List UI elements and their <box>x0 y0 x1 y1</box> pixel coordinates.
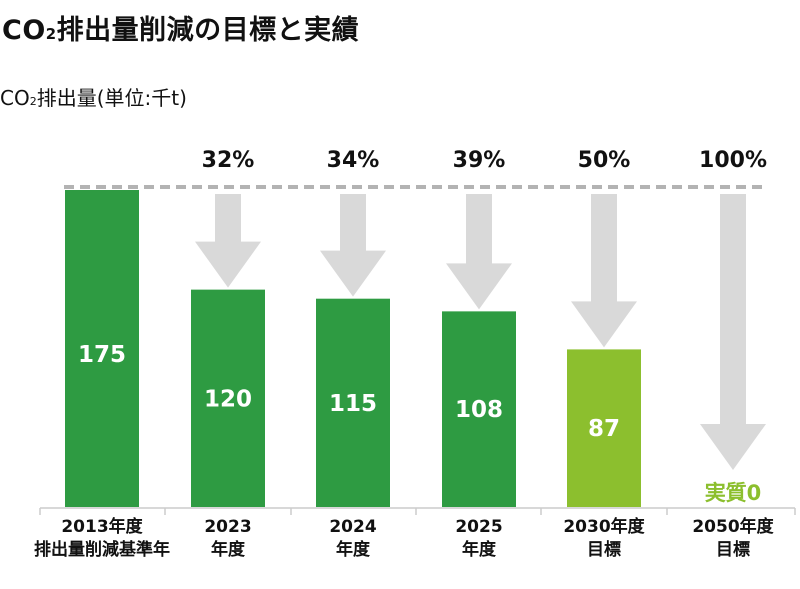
x-tick-label: 目標 <box>716 539 750 560</box>
data-label: 実質0 <box>705 481 762 505</box>
x-tick-label: 排出量削減基準年 <box>34 539 170 560</box>
y-axis-label: CO2排出量(単位:千t) <box>0 86 187 110</box>
x-tick-label: 年度 <box>336 539 371 560</box>
reduction-arrow <box>195 194 261 288</box>
reduction-percent-label: 34% <box>327 148 380 173</box>
reduction-arrow <box>571 194 637 348</box>
reduction-arrow <box>320 194 386 297</box>
data-label: 175 <box>78 342 126 368</box>
x-tick-label: 目標 <box>587 539 621 560</box>
bar <box>567 349 641 507</box>
reduction-percent-label: 50% <box>578 148 631 173</box>
bar <box>442 311 516 507</box>
reduction-arrow <box>700 194 766 470</box>
bar <box>65 190 139 507</box>
x-tick-label: 2024 <box>329 517 376 537</box>
x-tick-label: 2030年度 <box>563 516 645 537</box>
reduction-percent-label: 39% <box>453 148 506 173</box>
x-tick-label: 2050年度 <box>692 516 774 537</box>
x-tick-label: 2025 <box>455 517 502 537</box>
bar <box>316 298 390 507</box>
chart-title: CO2排出量削減の目標と実績 <box>2 15 360 46</box>
data-label: 87 <box>588 416 620 442</box>
x-tick-label: 年度 <box>462 539 497 560</box>
data-label: 120 <box>204 386 252 412</box>
data-label: 115 <box>329 391 377 417</box>
x-tick-label: 2013年度 <box>61 516 143 537</box>
reduction-arrow <box>446 194 512 310</box>
reduction-percent-label: 32% <box>202 148 255 173</box>
data-label: 108 <box>455 397 503 423</box>
reduction-percent-label: 100% <box>699 148 767 173</box>
x-tick-label: 2023 <box>204 517 251 537</box>
bar <box>191 289 265 507</box>
x-tick-label: 年度 <box>211 539 246 560</box>
